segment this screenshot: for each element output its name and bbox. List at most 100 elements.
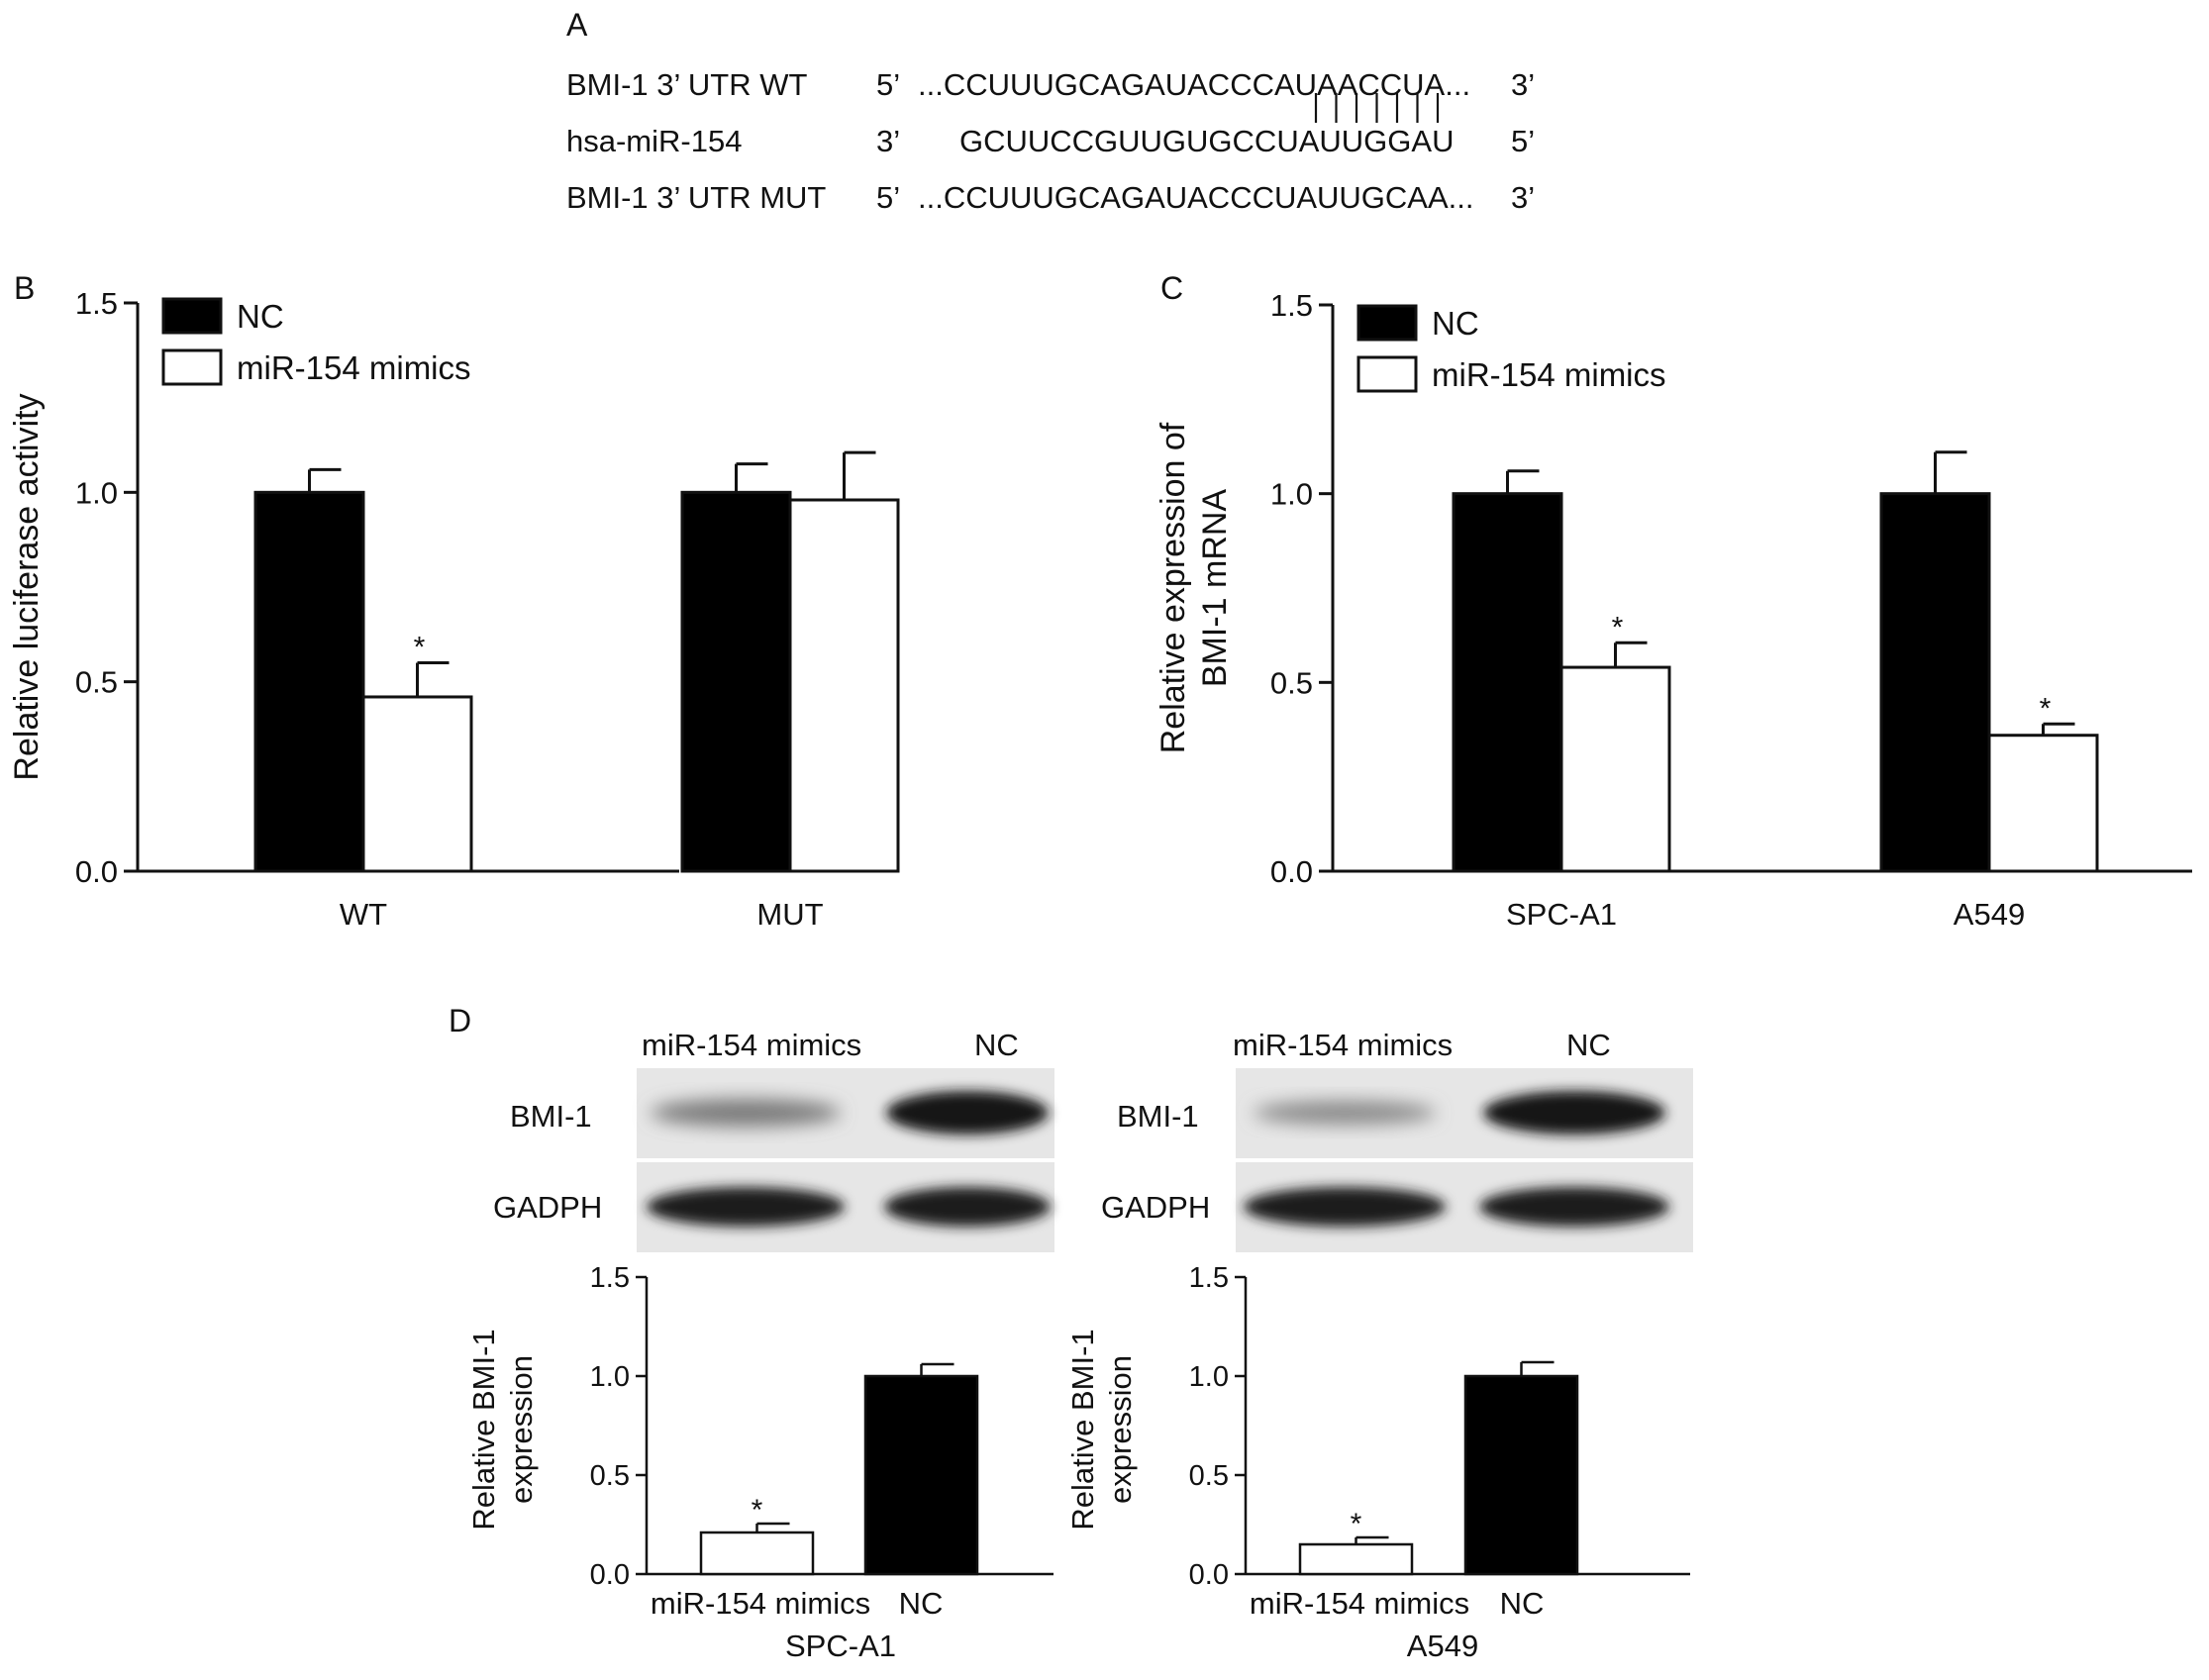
y-tick-label: 0.0	[590, 1559, 630, 1591]
wt-utr-end5: 5’	[876, 67, 900, 102]
band-gadph-nc	[884, 1187, 1051, 1227]
y-tick-label: 0.0	[1270, 854, 1313, 889]
x-axis-title: SPC-A1	[785, 1629, 896, 1663]
y-tick-label: 0.5	[1189, 1460, 1229, 1492]
panel-d-letter: D	[449, 1003, 471, 1038]
panel-b: B 0.0 0.5 1.0 1.5 Relative luciferase activi…	[8, 270, 900, 932]
bar-nc	[253, 490, 365, 873]
x-category-label: A549	[1954, 897, 2025, 932]
legend-label: miR-154 mimics	[1432, 356, 1666, 393]
protein-label-gadph: GADPH	[1101, 1190, 1210, 1225]
band-bmi1-mimics	[651, 1099, 841, 1127]
wt-utr-name: BMI-1 3’ UTR WT	[566, 67, 807, 102]
x-category-label: NC	[1500, 1586, 1545, 1621]
significance-asterisk: *	[414, 632, 426, 664]
wt-utr-sequence: ...CCUUUGCAGAUACCCAUAACCUA...	[918, 67, 1470, 102]
x-category-label: SPC-A1	[1506, 897, 1617, 932]
legend-label: NC	[1432, 305, 1479, 342]
bar-nc	[1452, 492, 1563, 873]
y-axis-title: BMI-1 mRNA	[1196, 489, 1234, 688]
mut-utr-end3: 3’	[1511, 180, 1535, 215]
lane-label-nc: NC	[1566, 1028, 1611, 1062]
y-tick-label: 0.0	[1189, 1559, 1229, 1591]
western-blot-spca1: miR-154 mimics NC BMI-1 GADPH	[493, 1028, 1054, 1252]
significance-asterisk: *	[2040, 692, 2052, 725]
y-tick-label: 0.5	[590, 1460, 630, 1492]
y-tick-label: 0.0	[75, 854, 118, 889]
mirna-end5: 5’	[1511, 124, 1535, 158]
panel-b-letter: B	[14, 270, 35, 306]
y-axis-title: Relative BMI-1	[1065, 1329, 1100, 1530]
legend-label: miR-154 mimics	[237, 349, 471, 386]
x-category-label: miR-154 mimics	[651, 1586, 870, 1621]
significance-asterisk: *	[1612, 611, 1624, 643]
bar-nc	[863, 1374, 979, 1576]
band-bmi1-nc	[886, 1091, 1049, 1135]
x-category-label: WT	[340, 897, 387, 932]
base-pairing-marks	[1314, 93, 1440, 123]
protein-label-bmi1: BMI-1	[510, 1099, 592, 1134]
panel-a-letter: A	[566, 7, 588, 43]
band-gadph-mimics	[647, 1187, 845, 1227]
y-tick-label: 1.5	[590, 1262, 630, 1294]
mirna-name: hsa-miR-154	[566, 124, 742, 158]
western-blot-a549: miR-154 mimics NC BMI-1 GADPH	[1101, 1028, 1693, 1252]
band-bmi1-nc	[1483, 1091, 1665, 1135]
panel-c-letter: C	[1160, 270, 1183, 306]
chart-c: 0.0 0.5 1.0 1.5 Relative expression of BMI-1 …	[1155, 288, 2192, 932]
lane-label-mimics: miR-154 mimics	[642, 1028, 861, 1062]
bar-mir-154-mimics	[699, 1531, 815, 1576]
bar-nc	[1463, 1374, 1579, 1576]
y-tick-label: 1.0	[590, 1361, 630, 1393]
x-category-label: miR-154 mimics	[1250, 1586, 1469, 1621]
y-tick-label: 1.0	[1270, 477, 1313, 512]
protein-label-bmi1: BMI-1	[1117, 1099, 1199, 1134]
y-tick-label: 1.0	[75, 475, 118, 510]
mirna-end3: 3’	[876, 124, 900, 158]
y-axis-title: Relative luciferase activity	[8, 393, 46, 780]
panel-c: C 0.0 0.5 1.0 1.5 Relative expression of BMI-…	[1155, 270, 2192, 932]
panel-d: D miR-154 mimics NC BMI-1 GADPH miR-154 …	[449, 1003, 1693, 1663]
legend-swatch	[1356, 355, 1418, 393]
bar-mir-154-mimics	[361, 695, 473, 873]
bar-nc	[680, 490, 792, 873]
x-category-label: NC	[899, 1586, 944, 1621]
legend-swatch	[161, 348, 223, 386]
legend-label: NC	[237, 298, 284, 335]
panel-a: A BMI-1 3’ UTR WT 5’ ...CCUUUGCAGAUACCCA…	[566, 7, 1535, 215]
y-tick-label: 1.5	[1270, 288, 1313, 323]
band-gadph-nc	[1479, 1187, 1669, 1227]
band-bmi1-mimics	[1254, 1101, 1436, 1125]
x-axis-title: A549	[1407, 1629, 1478, 1663]
mut-utr-end5: 5’	[876, 180, 900, 215]
significance-asterisk: *	[752, 1494, 763, 1527]
y-tick-label: 1.0	[1189, 1361, 1229, 1393]
lane-label-nc: NC	[974, 1028, 1019, 1062]
bar-nc	[1879, 492, 1991, 873]
y-tick-label: 0.5	[1270, 665, 1313, 700]
bar-mir-154-mimics	[788, 498, 900, 873]
protein-label-gadph: GADPH	[493, 1190, 602, 1225]
mut-utr-sequence: ...CCUUUGCAGAUACCCUAUUGCAA...	[918, 180, 1474, 215]
y-axis-title: Relative expression of	[1155, 422, 1192, 753]
mirna-sequence: GCUUCCGUUGUGCCUAUUGGAU	[959, 124, 1454, 158]
y-axis-title: Relative BMI-1	[466, 1329, 501, 1530]
y-axis-title: expression	[504, 1355, 539, 1504]
legend-swatch	[1356, 304, 1418, 342]
lane-label-mimics: miR-154 mimics	[1233, 1028, 1453, 1062]
chart-d-spca1: 0.0 0.5 1.0 1.5 Relative BMI-1 expression * miR…	[466, 1262, 1054, 1663]
y-tick-label: 0.5	[75, 665, 118, 700]
y-tick-label: 1.5	[1189, 1262, 1229, 1294]
wt-utr-end3: 3’	[1511, 67, 1535, 102]
bar-mir-154-mimics	[1987, 734, 2099, 873]
chart-b: 0.0 0.5 1.0 1.5 Relative luciferase activity…	[8, 286, 900, 932]
legend-swatch	[161, 297, 223, 335]
y-axis-title: expression	[1103, 1355, 1138, 1504]
mut-utr-name: BMI-1 3’ UTR MUT	[566, 180, 826, 215]
y-tick-label: 1.5	[75, 286, 118, 321]
significance-asterisk: *	[1351, 1508, 1362, 1540]
bar-mir-154-mimics	[1298, 1542, 1414, 1576]
band-gadph-mimics	[1244, 1187, 1446, 1227]
bar-mir-154-mimics	[1559, 665, 1671, 873]
